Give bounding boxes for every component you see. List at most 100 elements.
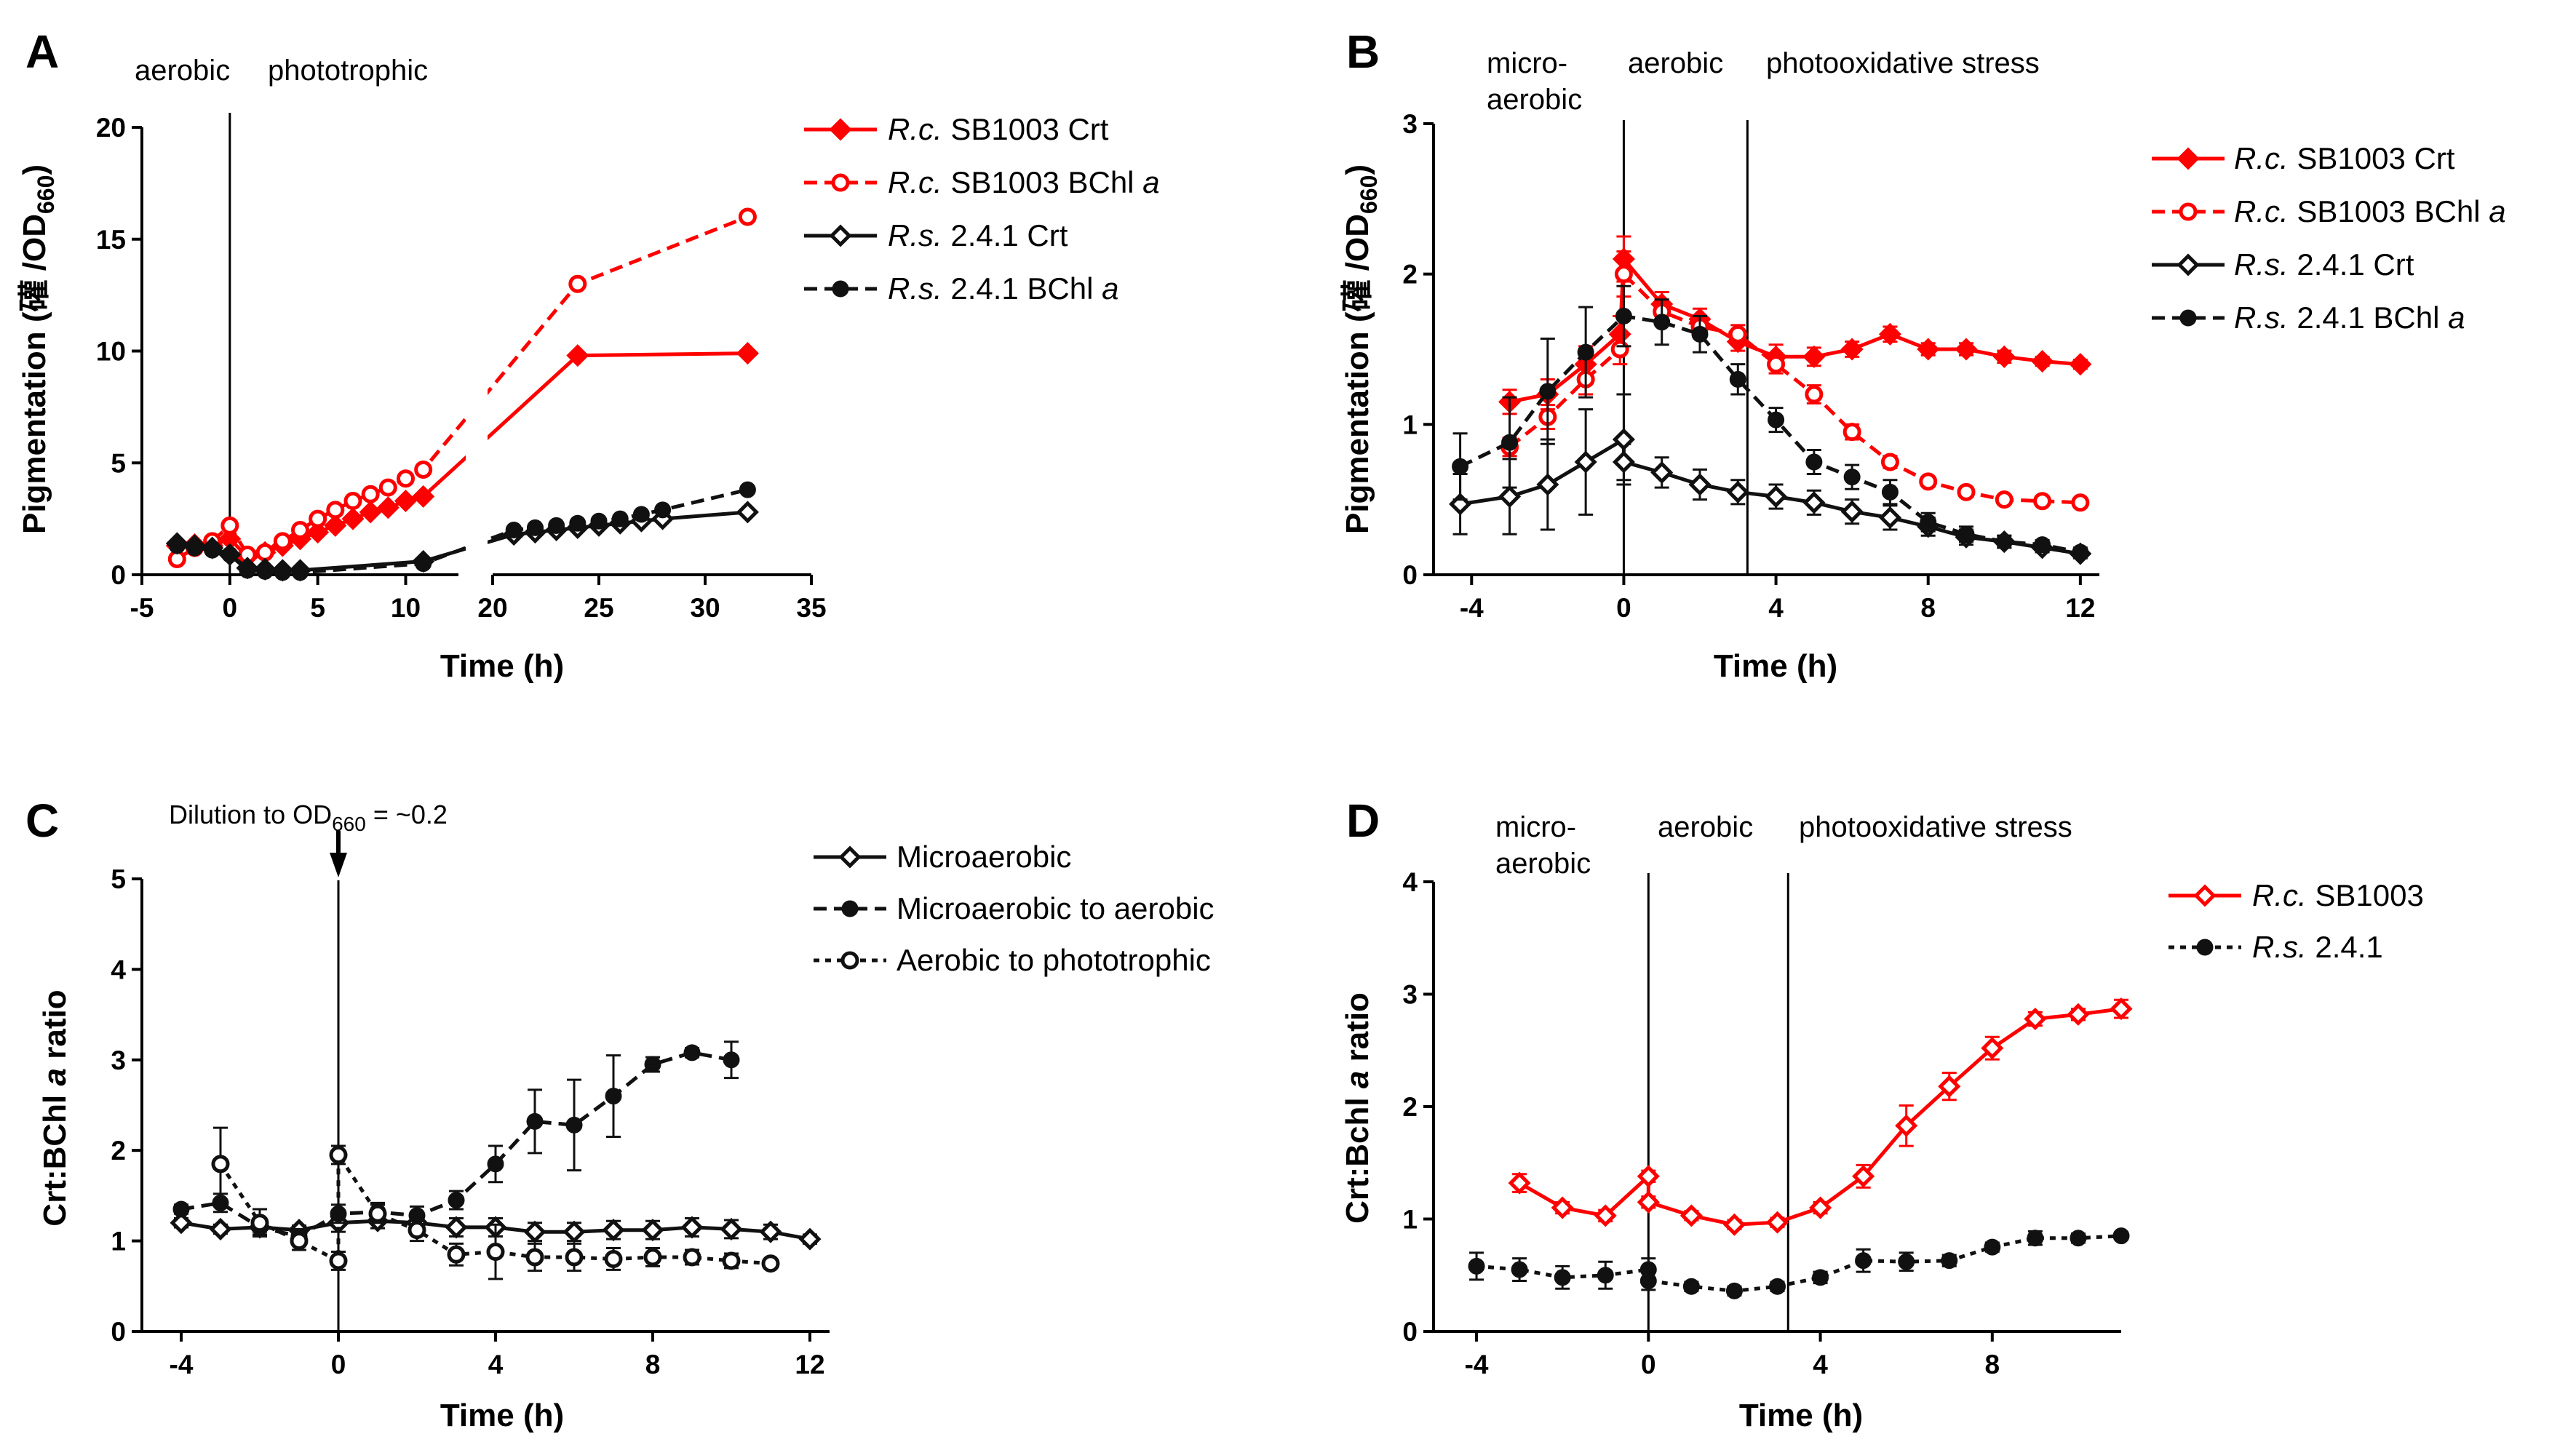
panel-b-series-2-point (1728, 324, 1747, 343)
panel-a-series-4-point (292, 564, 309, 581)
panel-d-series-1-point (1981, 1037, 2004, 1060)
panel-b-series-2-point (1767, 355, 1786, 374)
panel-c-series-3-line (218, 1149, 771, 1266)
panel-b-letter: B (1346, 25, 1380, 78)
panel-d-series-2-point (1468, 1257, 1485, 1275)
panel-d-series-1-point (1852, 1165, 1875, 1188)
panel-c-y-tick-label: 1 (111, 1227, 126, 1256)
panel-d-phase-photooxidative: photooxidative stress (1799, 811, 2072, 843)
panel-b-series-1-point (1992, 345, 2016, 368)
panel-d-legend-label-1: R.c. SB1003 (2252, 878, 2424, 912)
panel-a-series-2-point (273, 532, 292, 551)
panel-b-y-tick-label: 0 (1402, 560, 1418, 590)
panel-a-series-1-point (359, 501, 382, 524)
panel-a-x-axis-label: Time (h) (440, 648, 564, 684)
panel-d-x-axis-label: Time (h) (1739, 1398, 1863, 1433)
panel-b-series-1-point (1840, 338, 1864, 361)
panel-c-x-axis-label: Time (h) (440, 1398, 564, 1433)
panel-b-series-4-point (1501, 434, 1519, 451)
panel-b: B micro- aerobic aerobic photooxidative … (1340, 25, 2506, 684)
panel-b-series-4-point (2034, 536, 2051, 554)
panel-a-legend-label-2: R.c. SB1003 BChl a (888, 165, 1160, 199)
panel-b-series-4-point (1843, 469, 1861, 486)
panel-c-series-3-point (683, 1248, 701, 1267)
panel-c-series-2-point (683, 1044, 701, 1061)
panel-d-series-2-point (1725, 1282, 1743, 1299)
panel-a-y-tick-label: 20 (96, 113, 126, 143)
panel-d-y-tick-label: 3 (1402, 980, 1418, 1010)
panel-b-series-3-point (1612, 428, 1635, 451)
panel-c-x-tick-label: 12 (795, 1350, 824, 1379)
panel-a-legend-label-3: R.s. 2.4.1 Crt (888, 218, 1068, 252)
panel-a-x-tick-label: 35 (796, 593, 826, 623)
panel-d-y-tick-label: 4 (1402, 867, 1418, 897)
panel-b-series-1-point (2031, 349, 2054, 373)
panel-d-series-2-line (1476, 1234, 2122, 1293)
panel-c-series-2-point (526, 1112, 544, 1130)
panel-b-series-2-point (1805, 385, 1824, 404)
panel-d-letter: D (1346, 794, 1380, 847)
panel-a-y-tick-label: 10 (96, 337, 126, 367)
panel-a-series-2-point (326, 501, 345, 519)
panel-b-series-3-point (1612, 450, 1635, 474)
panel-c-series-1-point (445, 1216, 468, 1239)
panel-b-series-4-point (2072, 543, 2089, 561)
panel-b-series-4-point (1729, 370, 1746, 388)
panel-c-series-2-point (605, 1088, 622, 1105)
panel-c-series-3-point (329, 1145, 348, 1164)
panel-d-series-1-point (1938, 1075, 1961, 1098)
panel-b-legend-marker-3 (2177, 253, 2200, 276)
panel-d-legend-label-2: R.s. 2.4.1 (2252, 930, 2383, 964)
panel-b-phase-microaerobic: aerobic (1487, 84, 1582, 116)
panel-d-series-1-point (1765, 1211, 1789, 1234)
panel-d-x-tick-label: 0 (1641, 1350, 1656, 1379)
panel-c-series-1-point (680, 1216, 704, 1239)
panel-c-series-3-point (368, 1204, 387, 1223)
panel-b-series-3-point (1688, 473, 1712, 496)
panel-b-series-4-point (1539, 383, 1557, 400)
panel-b-series-1-point (1878, 322, 1901, 346)
panel-c-y-tick-label: 5 (111, 864, 126, 894)
panel-b-x-axis-label: Time (h) (1714, 648, 1837, 684)
panel-c-series-1-point (798, 1227, 822, 1251)
panel-b-legend-marker-2 (2179, 202, 2198, 221)
panel-b-x-tick-label: 4 (1768, 593, 1784, 623)
panel-a-series-4-point (739, 481, 756, 498)
panel-a-series-4-point (186, 539, 203, 557)
panel-a-phase-phototrophic: phototrophic (268, 55, 428, 87)
panel-c-legend-marker-3 (840, 951, 859, 970)
panel-a-series-1-point (736, 342, 759, 365)
panel-a-phase-aerobic: aerobic (135, 55, 230, 87)
panel-d-phase-aerobic: aerobic (1658, 811, 1753, 843)
panel-d-series-1-point (2067, 1003, 2090, 1026)
panel-c-x-tick-label: 0 (331, 1350, 346, 1379)
panel-a-series-2-point (220, 516, 239, 535)
panel-a-series-4-point (569, 514, 587, 532)
panel-b-series-1-point (1802, 345, 1826, 368)
panel-a-y-tick-label: 5 (111, 448, 126, 478)
panel-b-series-4-point (1452, 458, 1469, 475)
panel-a-series-1-point (412, 485, 435, 508)
panel-b-legend-marker-1 (2177, 147, 2200, 170)
panel-a-series-2-point (291, 521, 309, 539)
panel-b-legend-label-4: R.s. 2.4.1 BChl a (2234, 300, 2465, 335)
panel-b-y-tick-label: 3 (1402, 109, 1418, 139)
panel-b-series-2-point (1880, 453, 1899, 471)
panel-a-series-2-point (397, 469, 415, 488)
panel-c-series-3-point (761, 1254, 780, 1273)
panel-d-legend-marker-2 (2196, 939, 2214, 956)
panel-c-x-tick-label: 4 (488, 1350, 504, 1379)
panel-c-series-1-point (523, 1220, 546, 1243)
panel-d-phase-microaerobic: aerobic (1495, 848, 1591, 880)
panel-a-axis-break (466, 109, 488, 589)
panel-c-series-3-point (211, 1155, 230, 1174)
panel-b-x-tick-label: 0 (1616, 593, 1631, 623)
panel-d-series-1-point (1637, 1165, 1660, 1188)
panel-d-x-tick-label: -4 (1465, 1350, 1489, 1379)
panel-c-y-tick-label: 0 (111, 1317, 126, 1347)
panel-c-legend-marker-1 (838, 845, 862, 869)
panel-b-series-2-line (1508, 270, 2081, 505)
panel-c-series-1-point (641, 1219, 664, 1242)
panel-a-series-4-point (611, 510, 629, 527)
